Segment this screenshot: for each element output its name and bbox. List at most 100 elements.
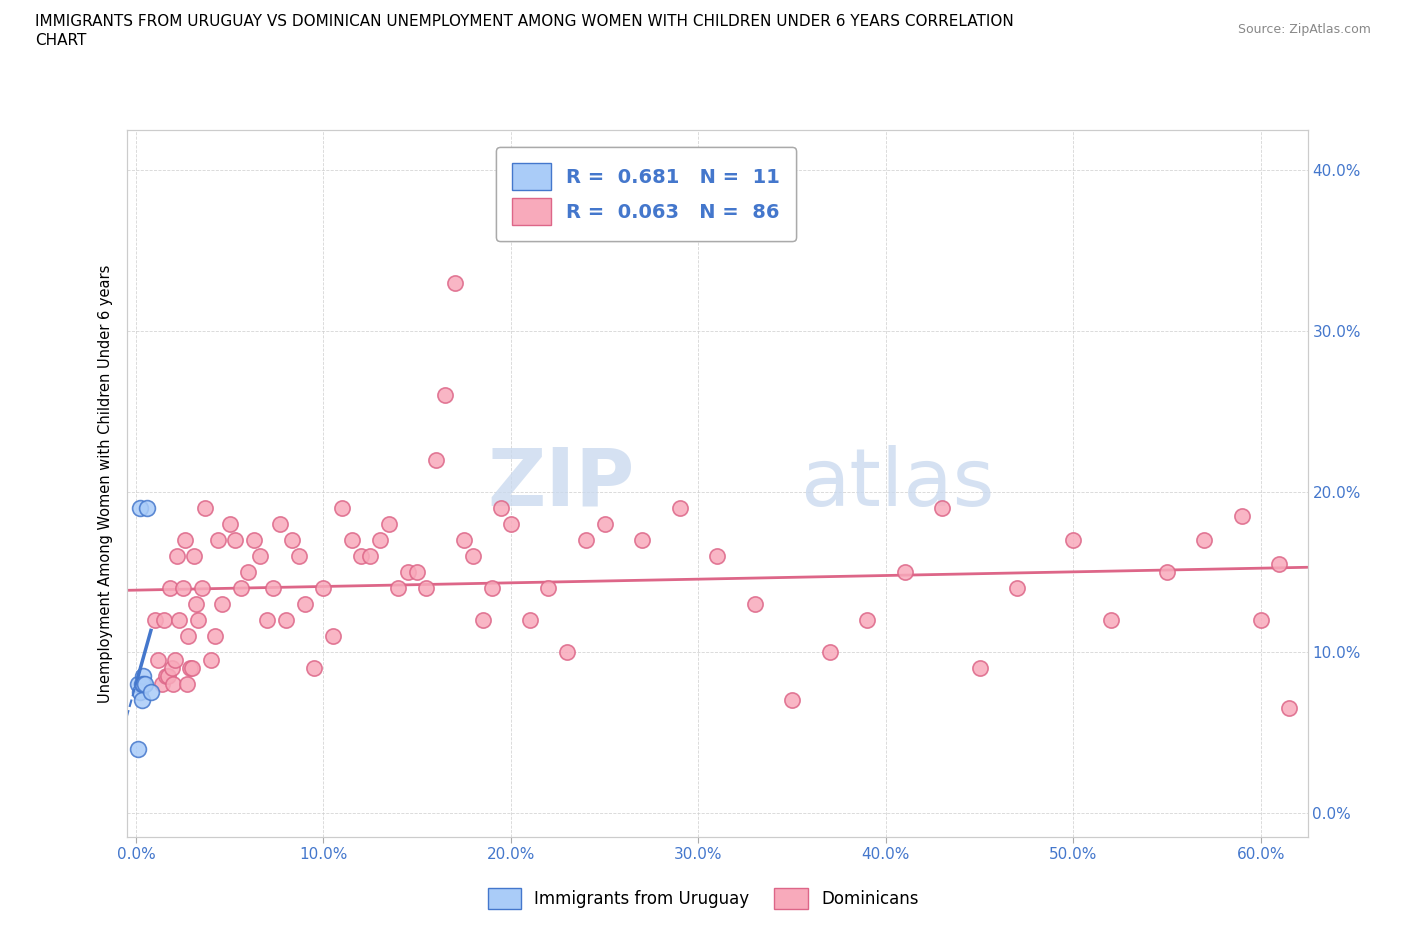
Point: [491, 500, 513, 515]
Point: [302, 661, 325, 676]
Point: [350, 549, 373, 564]
Point: [194, 500, 217, 515]
Point: [1194, 532, 1216, 547]
Point: [238, 565, 260, 579]
Point: [128, 500, 150, 515]
Point: [176, 677, 198, 692]
Point: [127, 741, 149, 756]
Point: [593, 516, 616, 531]
Point: [243, 532, 266, 547]
Point: [172, 580, 194, 595]
Point: [434, 388, 457, 403]
Point: [288, 549, 311, 564]
Point: [481, 580, 503, 595]
Text: Source: ZipAtlas.com: Source: ZipAtlas.com: [1237, 23, 1371, 36]
Point: [499, 516, 522, 531]
Text: CHART: CHART: [35, 33, 87, 47]
Point: [229, 580, 252, 595]
Point: [200, 653, 222, 668]
Point: [519, 613, 541, 628]
Point: [340, 532, 363, 547]
Point: [425, 452, 447, 467]
Point: [893, 565, 915, 579]
Point: [131, 677, 153, 692]
Point: [294, 597, 316, 612]
Point: [256, 613, 278, 628]
Point: [280, 532, 302, 547]
Point: [224, 532, 246, 547]
Text: ZIP: ZIP: [486, 445, 634, 523]
Point: [183, 549, 205, 564]
Point: [143, 613, 166, 628]
Point: [415, 580, 437, 595]
Point: [1062, 532, 1084, 547]
Point: [150, 677, 173, 692]
Point: [322, 629, 344, 644]
Point: [575, 532, 598, 547]
Point: [359, 549, 381, 564]
Point: [249, 549, 271, 564]
Point: [274, 613, 297, 628]
Point: [443, 275, 465, 290]
Point: [1250, 613, 1272, 628]
Point: [207, 532, 229, 547]
Point: [1278, 701, 1301, 716]
Point: [744, 597, 766, 612]
Point: [132, 677, 155, 692]
Point: [668, 500, 690, 515]
Point: [132, 669, 155, 684]
Point: [1156, 565, 1178, 579]
Point: [148, 653, 170, 668]
Point: [969, 661, 991, 676]
Point: [177, 629, 200, 644]
Point: [181, 661, 204, 676]
Point: [211, 597, 233, 612]
Point: [1268, 556, 1291, 571]
Point: [167, 613, 190, 628]
Legend: R =  0.681   N =  11, R =  0.063   N =  86: R = 0.681 N = 11, R = 0.063 N = 86: [496, 147, 796, 241]
Point: [818, 644, 841, 659]
Point: [187, 613, 209, 628]
Point: [173, 532, 195, 547]
Point: [330, 500, 353, 515]
Point: [406, 565, 429, 579]
Point: [780, 693, 803, 708]
Y-axis label: Unemployment Among Women with Children Under 6 years: Unemployment Among Women with Children U…: [98, 264, 114, 703]
Point: [131, 693, 153, 708]
Point: [1005, 580, 1028, 595]
Point: [159, 580, 181, 595]
Point: [706, 549, 728, 564]
Point: [127, 677, 149, 692]
Point: [1230, 509, 1253, 524]
Point: [160, 661, 183, 676]
Legend: Immigrants from Uruguay, Dominicans: Immigrants from Uruguay, Dominicans: [479, 880, 927, 917]
Point: [1099, 613, 1122, 628]
Point: [312, 580, 335, 595]
Point: [555, 644, 578, 659]
Point: [378, 516, 401, 531]
Point: [134, 677, 156, 692]
Point: [153, 613, 176, 628]
Point: [368, 532, 391, 547]
Point: [166, 549, 188, 564]
Point: [184, 597, 207, 612]
Point: [856, 613, 879, 628]
Text: atlas: atlas: [800, 445, 994, 523]
Point: [155, 669, 177, 684]
Point: [136, 500, 159, 515]
Point: [387, 580, 409, 595]
Point: [471, 613, 494, 628]
Point: [463, 549, 485, 564]
Point: [165, 653, 187, 668]
Point: [931, 500, 953, 515]
Point: [139, 685, 162, 700]
Point: [128, 685, 150, 700]
Point: [269, 516, 291, 531]
Text: IMMIGRANTS FROM URUGUAY VS DOMINICAN UNEMPLOYMENT AMONG WOMEN WITH CHILDREN UNDE: IMMIGRANTS FROM URUGUAY VS DOMINICAN UNE…: [35, 14, 1014, 29]
Point: [190, 580, 212, 595]
Point: [453, 532, 475, 547]
Point: [396, 565, 419, 579]
Point: [156, 669, 179, 684]
Point: [631, 532, 654, 547]
Point: [537, 580, 560, 595]
